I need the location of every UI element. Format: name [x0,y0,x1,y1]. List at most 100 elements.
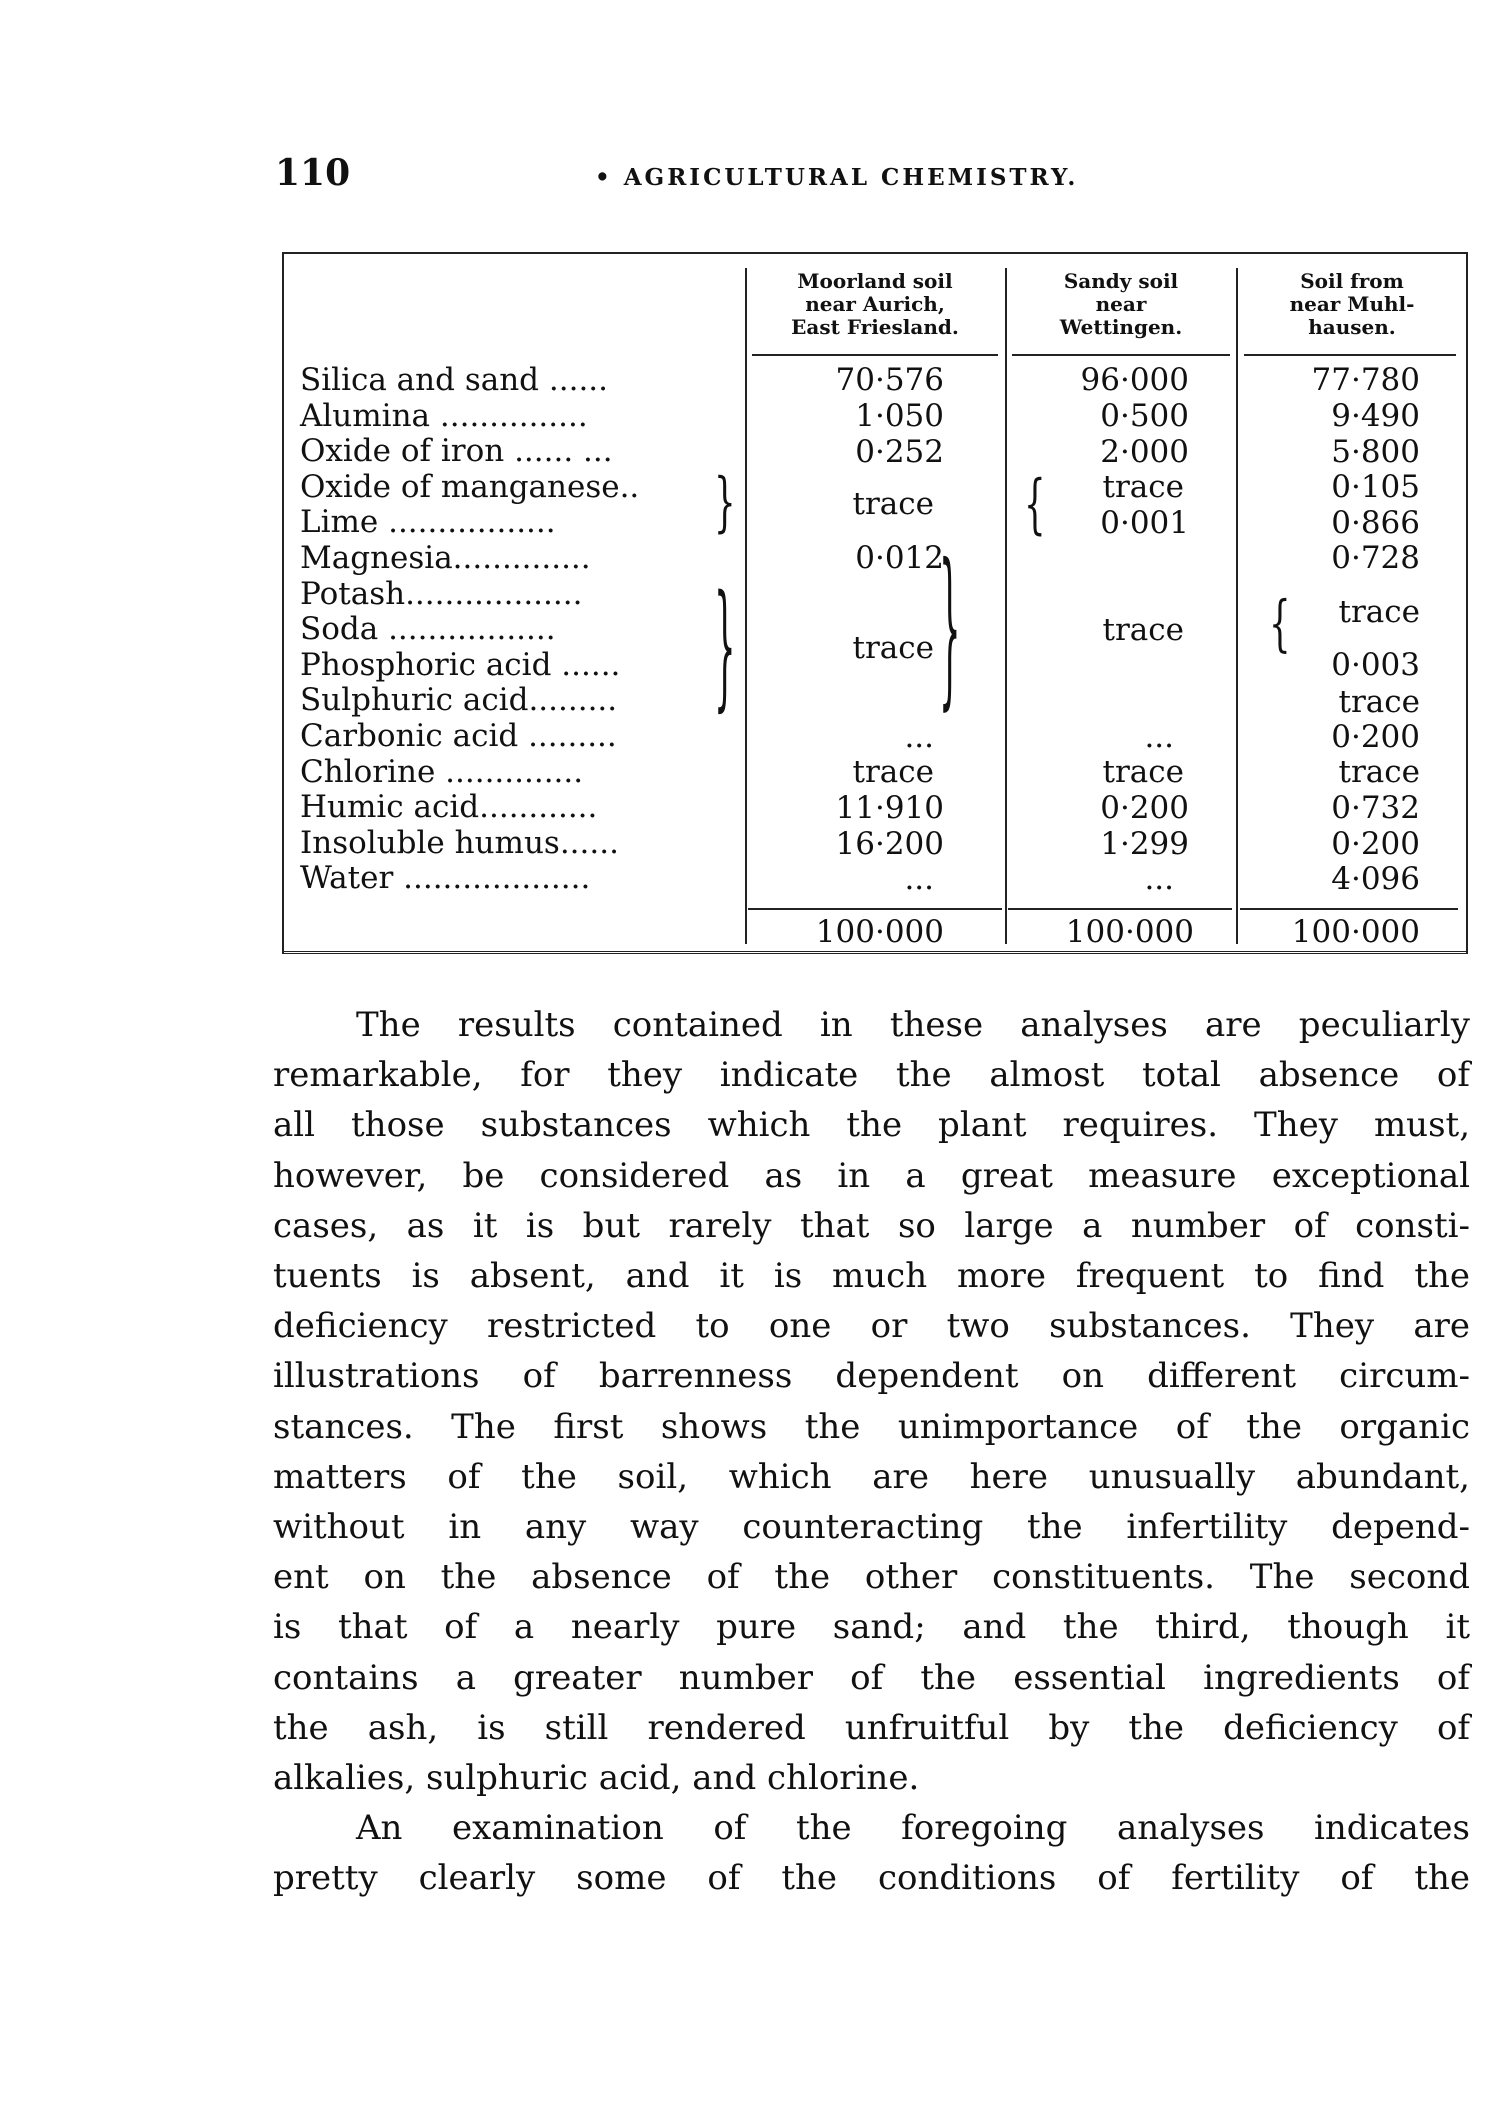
row-label: Oxide of iron ...... ... [300,433,613,470]
soil-analysis-table: Moorland soil near Aurich, East Frieslan… [282,252,1468,954]
text-line: however, be considered as in a great mea… [273,1155,1470,1196]
header-rule [1244,354,1456,356]
cell: 2·000 [1100,434,1189,470]
cell: ... [1144,719,1174,755]
row-label: Oxide of manganese.. [300,468,640,505]
column-header-sandy: Sandy soil near Wettingen. [1010,270,1232,339]
header-line: Wettingen. [1059,315,1183,339]
text-line: pretty clearly some of the conditions of… [273,1858,1470,1899]
header-line: near Aurich, [805,292,945,316]
header-line: East Friesland. [791,315,959,339]
row-label: Potash.................. [300,575,583,612]
cell: 1·299 [1100,826,1189,862]
text-line: alkalies, sulphuric acid, and chlorine. [273,1758,920,1799]
text-line: all those substances which the plant req… [273,1105,1470,1146]
text-line: stances. The first shows the unimportanc… [273,1406,1470,1447]
header-rule [752,354,998,356]
cell: 0·500 [1100,398,1189,434]
text-line: the ash, is still rendered unfruitful by… [273,1707,1470,1748]
page-number: 110 [275,152,351,194]
column-divider [745,268,747,944]
header-line: Sandy soil [1063,269,1179,293]
row-label: Chlorine .............. [300,753,584,790]
cell: 70·576 [835,362,944,398]
row-label: Lime ................. [300,504,556,541]
cell: 0·012 [855,540,944,576]
header-rule [1012,354,1230,356]
header-line: Soil from [1300,269,1404,293]
left-brace-icon: { [1269,588,1291,660]
total-rule [1240,908,1458,910]
right-brace-icon: } [714,465,736,541]
column-divider [1236,268,1238,944]
header-line: Moorland soil [797,269,953,293]
row-label: Humic acid............ [300,789,598,826]
paragraph: The results contained in these analyses … [273,1000,1470,1803]
row-label: Insoluble humus...... [300,824,619,861]
header-line: near Muhl- [1289,292,1415,316]
cell: trace [1338,594,1420,630]
row-label: Alumina ............... [300,397,588,434]
row-label: Carbonic acid ......... [300,718,617,754]
text-line: remarkable, for they indicate the almost… [273,1055,1470,1096]
cell: 5·800 [1331,434,1420,470]
cell: 0·001 [1100,505,1189,541]
text-line: illustrations of barrenness dependent on… [273,1356,1470,1397]
cell: 0·200 [1331,719,1420,755]
text-line: tuents is absent, and it is much more fr… [273,1256,1470,1297]
cell: 1·050 [855,398,944,434]
header-line: near [1095,292,1147,316]
column-header-muhlhausen: Soil from near Muhl- hausen. [1241,270,1463,339]
row-label: Silica and sand ...... [300,362,609,398]
right-brace-icon: } [939,530,961,730]
cell: trace [1338,754,1420,790]
cell: 0·003 [1331,647,1420,683]
cell: 0·728 [1331,540,1420,576]
cell: ... [1144,861,1174,897]
total-cell: 100·000 [815,914,944,950]
cell: 16·200 [835,826,944,862]
cell: trace [852,754,934,790]
total-rule [748,908,1002,910]
cell: ... [904,861,934,897]
running-title: • AGRICULTURAL CHEMISTRY. [595,164,1079,191]
row-label: Soda ................. [300,611,556,648]
cell: 0·252 [855,434,944,470]
text-line: ent on the absence of the other constitu… [273,1557,1470,1598]
right-brace-icon: } [714,568,736,728]
cell: 96·000 [1080,362,1189,398]
total-rule [1008,908,1232,910]
column-header-moorland: Moorland soil near Aurich, East Frieslan… [750,270,1000,339]
cell: trace [1102,469,1184,505]
cell: 0·866 [1331,505,1420,541]
table-bottom-rule [282,951,1468,956]
total-cell: 100·000 [1291,914,1420,950]
text-line: without in any way counteracting the inf… [273,1507,1470,1548]
left-brace-icon: { [1024,467,1046,543]
cell: ... [904,719,934,755]
cell: 0·732 [1331,790,1420,826]
text-line: cases, as it is but rarely that so large… [273,1205,1470,1246]
total-cell: 100·000 [1065,914,1194,950]
column-divider [1005,268,1007,944]
text-line: matters of the soil, which are here unus… [273,1456,1470,1497]
cell: 77·780 [1311,362,1420,398]
body-text: The results contained in these analyses … [273,1000,1470,1904]
row-label: Water ................... [300,860,591,897]
row-label: Phosphoric acid ...... [300,646,621,683]
cell: 11·910 [835,790,944,826]
text-line: contains a greater number of the essenti… [273,1657,1470,1698]
cell: 0·200 [1331,826,1420,862]
row-label: Sulphuric acid......... [300,682,618,719]
cell: trace [852,630,934,666]
cell: 9·490 [1331,398,1420,434]
cell: trace [1102,612,1184,648]
text-line: is that of a nearly pure sand; and the t… [273,1607,1470,1648]
cell: 0·105 [1331,469,1420,505]
header-line: hausen. [1308,315,1396,339]
cell: 0·200 [1100,790,1189,826]
paragraph: An examination of the foregoing analyses… [273,1803,1470,1903]
cell: trace [1338,684,1420,720]
text-line: deficiency restricted to one or two subs… [273,1306,1470,1347]
